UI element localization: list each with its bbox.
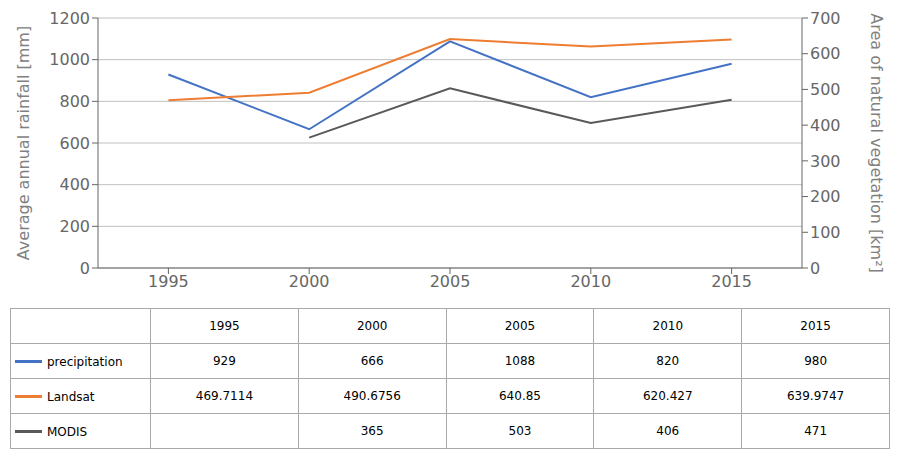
html-text:820: 820 bbox=[656, 354, 680, 368]
html-text:365: 365 bbox=[360, 424, 384, 438]
html-text:666: 666 bbox=[360, 354, 384, 368]
svg-text:1000: 1000 bbox=[49, 50, 90, 69]
html-text:2000: 2000 bbox=[356, 319, 388, 333]
svg-text:400: 400 bbox=[59, 175, 90, 194]
svg-text:1200: 1200 bbox=[49, 9, 90, 28]
svg-text:0: 0 bbox=[810, 259, 820, 278]
svg-text:600: 600 bbox=[59, 134, 90, 153]
svg-text:300: 300 bbox=[810, 152, 841, 171]
html-text:929: 929 bbox=[212, 354, 236, 368]
svg-text:0: 0 bbox=[80, 259, 90, 278]
html-text:406: 406 bbox=[656, 424, 680, 438]
html-text:471: 471 bbox=[804, 424, 827, 438]
html-text:Landsat: Landsat bbox=[47, 389, 95, 404]
html-text:503: 503 bbox=[508, 424, 532, 438]
svg-text:600: 600 bbox=[810, 44, 841, 63]
svg-text:2010: 2010 bbox=[570, 272, 611, 291]
html-text:precipitation: precipitation bbox=[47, 354, 123, 369]
html-text:640.85: 640.85 bbox=[499, 389, 541, 403]
svg-text:Average annual rainfall [mm]: Average annual rainfall [mm] bbox=[14, 26, 33, 260]
html-text:2010: 2010 bbox=[652, 319, 684, 333]
svg-text:2015: 2015 bbox=[711, 272, 752, 291]
html-text:MODIS: MODIS bbox=[47, 424, 88, 439]
html-text:980: 980 bbox=[804, 354, 827, 368]
html-text:620.427: 620.427 bbox=[643, 389, 693, 403]
html-text:469.7114: 469.7114 bbox=[195, 389, 253, 403]
html-text:639.9747: 639.9747 bbox=[787, 389, 845, 403]
svg-text:800: 800 bbox=[59, 92, 90, 111]
html-text:2005: 2005 bbox=[504, 319, 536, 333]
svg-text:200: 200 bbox=[59, 217, 90, 236]
html-text:490.6756: 490.6756 bbox=[343, 389, 401, 403]
html-text:2015: 2015 bbox=[800, 319, 831, 333]
svg-text:2000: 2000 bbox=[289, 272, 330, 291]
svg-text:100: 100 bbox=[810, 223, 841, 242]
svg-text:200: 200 bbox=[810, 187, 841, 206]
svg-text:Area of natural vegetation [km: Area of natural vegetation [km²] bbox=[867, 13, 886, 273]
html-text:1995: 1995 bbox=[209, 319, 240, 333]
svg-text:500: 500 bbox=[810, 80, 841, 99]
html-text:1088: 1088 bbox=[504, 354, 536, 368]
svg-text:2005: 2005 bbox=[430, 272, 471, 291]
svg-text:1995: 1995 bbox=[148, 272, 189, 291]
svg-text:400: 400 bbox=[810, 116, 841, 135]
svg-text:700: 700 bbox=[810, 9, 841, 28]
